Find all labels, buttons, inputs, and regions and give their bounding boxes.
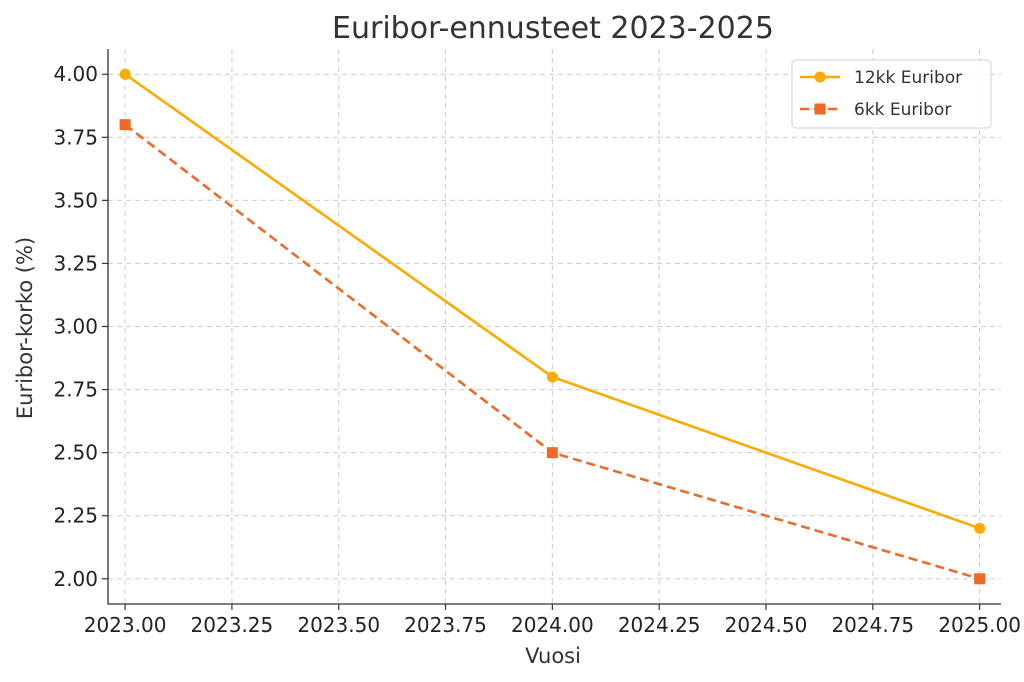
chart-title: Euribor-ennusteet 2023-2025 [332, 11, 774, 46]
y-tick-label: 2.25 [53, 504, 98, 528]
axes: 2023.00 2023.25 2023.50 2023.75 2024.00 2024.… [53, 49, 1021, 637]
x-axis-label: Vuosi [525, 644, 581, 668]
y-tick-label: 2.75 [53, 378, 98, 402]
x-tick-label: 2024.50 [725, 613, 808, 637]
x-tick-label: 2023.50 [297, 613, 380, 637]
y-tick-label: 3.25 [53, 251, 98, 275]
y-axis-label: Euribor-korko (%) [13, 237, 37, 419]
y-tick-label: 4.00 [53, 62, 98, 86]
data-point-circle [546, 371, 558, 383]
x-tick-label: 2023.00 [84, 613, 167, 637]
series-layer [119, 68, 986, 585]
x-tick-label: 2024.00 [511, 613, 594, 637]
x-tick-label: 2025.00 [938, 613, 1021, 637]
data-point-square [974, 573, 986, 585]
x-tick-label: 2023.75 [404, 613, 487, 637]
y-tick-label: 3.75 [53, 125, 98, 149]
legend-marker-square [814, 103, 826, 115]
data-point-square [119, 119, 131, 131]
x-tick-label: 2024.75 [831, 613, 914, 637]
y-tick-label: 3.50 [53, 188, 98, 212]
data-point-square [546, 447, 558, 459]
y-tick-label: 2.00 [53, 567, 98, 591]
data-point-circle [119, 68, 131, 80]
axis-spines [107, 49, 1001, 605]
x-tick-label: 2023.25 [191, 613, 274, 637]
legend-box [791, 59, 992, 129]
legend-marker-circle [814, 71, 826, 83]
data-point-circle [974, 522, 986, 534]
x-tick-label: 2024.25 [618, 613, 701, 637]
y-tick-label: 3.00 [53, 315, 98, 339]
legend-label: 12kk Euribor [854, 68, 962, 88]
y-tick-label: 2.50 [53, 441, 98, 465]
legend: 12kk Euribor 6kk Euribor [791, 59, 992, 129]
grid-lines [108, 49, 1001, 604]
legend-label: 6kk Euribor [854, 100, 951, 120]
